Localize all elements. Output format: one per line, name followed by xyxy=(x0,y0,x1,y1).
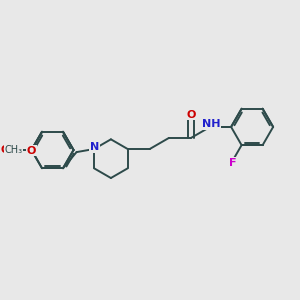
Text: O: O xyxy=(1,145,10,155)
Text: CH₃: CH₃ xyxy=(4,145,22,155)
Text: O: O xyxy=(6,145,15,155)
Text: F: F xyxy=(229,158,236,168)
Text: N: N xyxy=(90,142,99,152)
Text: O: O xyxy=(27,146,36,156)
Text: NH: NH xyxy=(202,119,220,129)
Text: O: O xyxy=(186,110,196,120)
